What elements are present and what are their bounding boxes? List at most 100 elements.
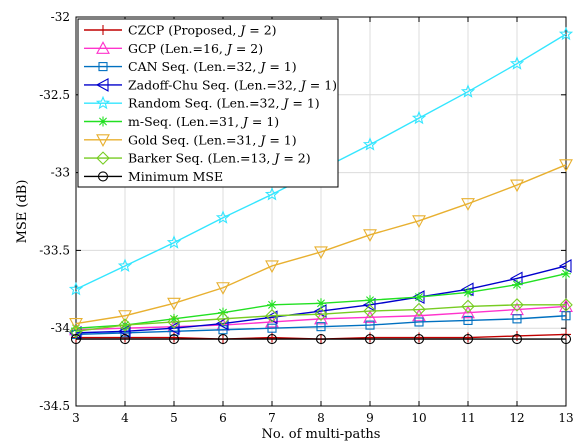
data-point: [316, 322, 326, 332]
data-point: [215, 210, 231, 224]
data-point: [414, 292, 424, 303]
data-point: [364, 334, 376, 345]
y-tick-label: -34.5: [39, 399, 70, 413]
data-point: [411, 110, 427, 125]
data-point: [167, 297, 181, 311]
data-point: [463, 315, 473, 325]
data-point: [560, 334, 572, 345]
legend-label: Barker Seq. (Len.=13, J = 2): [128, 151, 311, 166]
data-point: [264, 186, 280, 201]
x-tick-label: 7: [268, 411, 276, 425]
legend-label: Minimum MSE: [128, 169, 223, 184]
legend-label: m-Seq. (Len.=31, J = 1): [128, 114, 279, 129]
data-point: [461, 198, 475, 211]
data-point: [512, 314, 522, 324]
y-tick-label: -33: [51, 166, 70, 180]
data-point: [412, 308, 426, 322]
legend-marker: [98, 25, 108, 35]
x-tick-label: 5: [170, 411, 178, 425]
series-line: [75, 265, 567, 334]
x-tick-label: 8: [317, 411, 325, 425]
legend-entry: Gold Seq. (Len.=31, J = 1): [84, 132, 297, 147]
data-point: [265, 260, 279, 274]
data-point: [216, 312, 230, 326]
x-axis-label: No. of multi-paths: [262, 427, 381, 442]
data-point: [462, 334, 474, 345]
data-point: [509, 56, 525, 70]
data-point: [362, 137, 378, 151]
x-tick-label: 3: [72, 411, 80, 425]
legend-marker: [97, 171, 109, 182]
data-point: [510, 179, 524, 193]
data-point: [166, 235, 182, 249]
legend-marker: [96, 134, 110, 147]
x-tick-label: 11: [460, 411, 475, 425]
data-point: [461, 299, 475, 314]
legend-entry: m-Seq. (Len.=31, J = 1): [84, 114, 279, 129]
x-tick-label: 9: [366, 411, 374, 425]
data-point: [363, 229, 377, 242]
data-point: [365, 320, 375, 330]
legend-entry: CAN Seq. (Len.=32, J = 1): [84, 59, 297, 74]
legend-entry: Minimum MSE: [84, 169, 223, 184]
data-point: [68, 281, 84, 296]
legend-label: Zadoff-Chu Seq. (Len.=32, J = 1): [128, 77, 337, 92]
data-point: [460, 84, 476, 98]
legend-entry: Random Seq. (Len.=32, J = 1): [84, 95, 320, 111]
axes: 3 4 5 6 7 8 9 10 11 12 13 -34.5 -34 -33.5 -33 -32.5 -32: [39, 10, 573, 425]
data-point: [266, 334, 278, 345]
x-tick-label: 13: [558, 411, 573, 425]
y-tick-label: -34: [51, 321, 71, 335]
series-line: [75, 304, 566, 333]
data-point: [267, 299, 277, 310]
data-point: [217, 334, 229, 345]
legend-label: GCP (Len.=16, J = 2): [128, 41, 263, 56]
data-point: [365, 295, 375, 306]
legend-marker: [95, 95, 111, 110]
legend-marker: [95, 77, 109, 92]
legend-entry: Barker Seq. (Len.=13, J = 2): [84, 151, 311, 166]
data-series: [68, 26, 574, 345]
data-point: [314, 307, 328, 321]
data-point: [413, 334, 425, 345]
data-point: [314, 311, 328, 325]
data-point: [167, 315, 181, 329]
data-point: [558, 26, 574, 41]
data-point: [69, 317, 83, 331]
data-point: [559, 298, 573, 312]
data-point: [461, 305, 475, 319]
legend-marker: [96, 151, 110, 165]
data-point: [363, 310, 377, 323]
data-point: [169, 313, 179, 324]
data-point: [561, 311, 571, 321]
data-point: [463, 287, 473, 298]
data-point: [70, 334, 82, 345]
data-point: [71, 323, 81, 334]
series-6: [69, 159, 573, 331]
data-point: [118, 318, 132, 332]
data-point: [561, 268, 571, 279]
series-line: [75, 164, 567, 325]
series-7: [69, 298, 573, 339]
data-point: [119, 334, 131, 345]
data-point: [315, 334, 327, 345]
legend: CZCP (Proposed, J = 2) GCP (Len.=16, J = …: [77, 18, 339, 188]
y-tick-label: -32.5: [39, 88, 70, 102]
data-point: [512, 279, 522, 290]
data-point: [559, 159, 573, 172]
x-tick-label: 10: [411, 411, 426, 425]
data-point: [412, 215, 426, 228]
series-line: [75, 305, 567, 331]
data-point: [314, 246, 328, 260]
data-point: [118, 310, 132, 323]
data-point: [414, 317, 424, 327]
legend-entry: Zadoff-Chu Seq. (Len.=32, J = 1): [84, 77, 337, 92]
data-point: [69, 324, 83, 339]
data-point: [168, 334, 180, 345]
legend-label: Random Seq. (Len.=32, J = 1): [128, 96, 320, 111]
x-tick-label: 12: [509, 411, 524, 425]
legend-label: Gold Seq. (Len.=31, J = 1): [128, 132, 297, 147]
x-tick-label: 6: [219, 411, 227, 425]
data-point: [316, 298, 326, 309]
